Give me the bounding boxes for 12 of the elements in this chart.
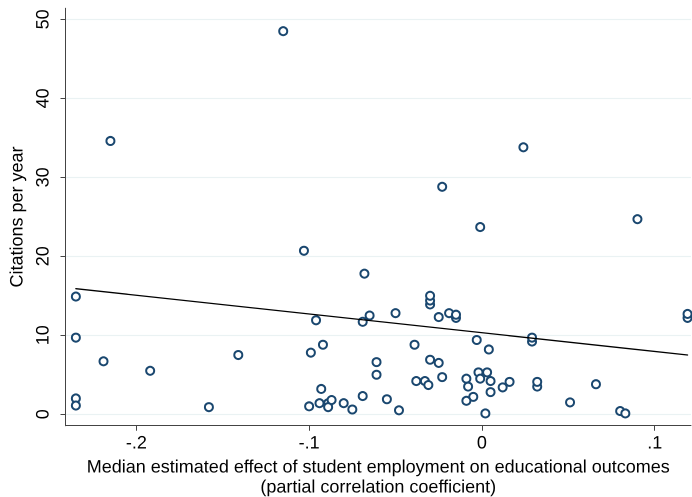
y-tick-label: 40: [32, 88, 52, 108]
y-tick-label: 10: [32, 325, 52, 346]
y-axis-title: Citations per year: [6, 146, 27, 288]
x-tick-label: .1: [647, 432, 662, 453]
x-axis-title: Median estimated effect of student employment on educational outcomes (partial correlation coefficient): [86, 456, 670, 497]
y-tick-label: 50: [32, 9, 52, 30]
y-tick-label: 30: [32, 167, 52, 188]
x-tick-label: -.1: [298, 432, 320, 453]
x-tick-label: -.2: [126, 432, 147, 453]
y-tick-label: 20: [32, 246, 52, 266]
y-tick-label: 0: [32, 409, 52, 420]
x-tick-label: 0: [476, 432, 487, 453]
